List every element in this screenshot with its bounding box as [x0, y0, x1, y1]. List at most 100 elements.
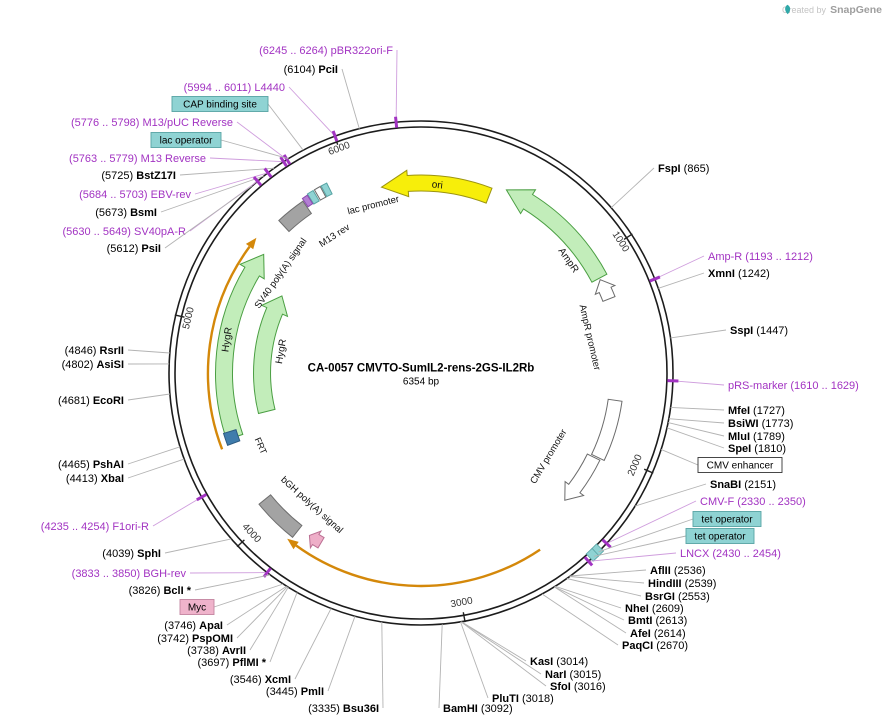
feature-Myc-tag[interactable] [308, 530, 325, 550]
feature-label-tet-operator-2[interactable]: tet operator [694, 532, 746, 543]
callout-MluI[interactable]: MluI (1789) [728, 431, 785, 443]
callout-PspOMI[interactable]: (3742) PspOMI [157, 633, 233, 645]
callout-SpeI[interactable]: SpeI (1810) [728, 443, 786, 455]
leader-F1ori-R [152, 496, 202, 527]
feature-CMV-promoter[interactable] [564, 453, 601, 501]
callout-BGH-rev[interactable]: (3833 .. 3850) BGH-rev [72, 568, 187, 580]
callout-BsiWI[interactable]: BsiWI (1773) [728, 418, 793, 430]
callout-ApaI[interactable]: (3746) ApaI [164, 620, 223, 632]
watermark-prefix: Created by [782, 5, 827, 15]
feature-inline-label-ori[interactable]: ori [431, 179, 443, 191]
callout-RsrII[interactable]: (4846) RsrII [65, 345, 124, 357]
callout-EcoRI[interactable]: (4681) EcoRI [58, 395, 124, 407]
leader-HindIII [569, 576, 645, 584]
primer-mark-EBV-rev [263, 167, 273, 179]
feature-ori[interactable] [380, 169, 493, 204]
primer-mark-SV40pA-R [252, 176, 263, 187]
callout-SnaBI[interactable]: SnaBI (2151) [710, 479, 776, 491]
callout-SphI[interactable]: (4039) SphI [102, 548, 161, 560]
feature-AmpR-promoter[interactable] [594, 279, 617, 302]
callout-pRS-marker[interactable]: pRS-marker (1610 .. 1629) [728, 380, 859, 392]
feature-label-tet-operator-1[interactable]: tet operator [701, 515, 753, 526]
feature-HygR-2[interactable] [253, 295, 289, 415]
callout-NheI[interactable]: NheI (2609) [625, 603, 684, 615]
feature-label-box-tet-operator-1[interactable] [692, 511, 762, 527]
feature-label-lac-operator[interactable]: lac operator [160, 136, 213, 147]
callout-BclI[interactable]: (3826) BclI * [129, 585, 192, 597]
callout-PciI[interactable]: (6104) PciI [284, 64, 338, 76]
callout-AvrII[interactable]: (3738) AvrII [187, 645, 246, 657]
callout-PluTI[interactable]: PluTI (3018) [492, 693, 554, 705]
callout-XcmI[interactable]: (3546) XcmI [230, 674, 291, 686]
feature-inline-label-FRT[interactable]: FRT [253, 436, 269, 456]
feature-inline-label-AmpR-promoter[interactable]: AmpR promoter [577, 304, 603, 372]
callout-FspI[interactable]: FspI (865) [658, 163, 709, 175]
callout-Bsu36I[interactable]: (3335) Bsu36I [308, 703, 379, 715]
callout-MfeI[interactable]: MfeI (1727) [728, 405, 785, 417]
feature-inline-label-CMV-promoter[interactable]: CMV promoter [528, 427, 569, 486]
feature-label-box-tet-operator-2[interactable] [685, 528, 755, 544]
feature-label-box-CMV-enhancer[interactable] [697, 457, 783, 473]
feature-lac-operator-site[interactable] [306, 189, 320, 205]
callout-BamHI[interactable]: BamHI (3092) [443, 703, 513, 715]
feature-inline-label-M13-rev[interactable]: M13 rev [317, 222, 352, 250]
feature-tet-operator-mark-2[interactable] [585, 547, 600, 562]
callout-AflII[interactable]: AflII (2536) [650, 565, 706, 577]
feature-inline-label-HygR-2[interactable]: HygR [274, 338, 289, 365]
feature-CAP-binding-site[interactable] [320, 182, 333, 198]
feature-ORF-HygR[interactable] [206, 245, 251, 450]
feature-inline-label-lac-promoter[interactable]: lac promoter [346, 194, 400, 217]
feature-M13-rev-primer[interactable] [301, 194, 314, 208]
callout-L4440[interactable]: (5994 .. 6011) L4440 [184, 82, 285, 94]
callout-Amp-R[interactable]: Amp-R (1193 .. 1212) [708, 251, 813, 263]
feature-FRT[interactable] [222, 428, 241, 446]
leader-Myc [213, 583, 284, 608]
callout-LNCX[interactable]: LNCX (2430 .. 2454) [680, 548, 781, 560]
callout-PsiI[interactable]: (5612) PsiI [107, 243, 161, 255]
feature-bGH-polyA-signal[interactable] [258, 494, 303, 539]
snapgene-logo-icon [785, 4, 791, 15]
callout-BmtI[interactable]: BmtI (2613) [628, 615, 687, 627]
callout-PaqCI[interactable]: PaqCI (2670) [622, 640, 688, 652]
callout-XbaI[interactable]: (4413) XbaI [66, 473, 124, 485]
callout-M13-Reverse[interactable]: (5763 .. 5779) M13 Reverse [69, 153, 206, 165]
feature-SV40-polyA-signal[interactable] [278, 200, 313, 233]
callout-SspI[interactable]: SspI (1447) [730, 325, 788, 337]
feature-label-box-CAP-binding-site[interactable] [171, 96, 269, 112]
feature-label-CMV-enhancer[interactable]: CMV enhancer [707, 461, 774, 472]
callout-PflMI[interactable]: (3697) PflMI * [198, 657, 267, 669]
callout-SfoI[interactable]: SfoI (3016) [550, 681, 606, 693]
feature-label-box-Myc[interactable] [179, 599, 215, 615]
callout-pBR322ori-F[interactable]: (6245 .. 6264) pBR322ori-F [259, 45, 393, 57]
callout-AsiSI[interactable]: (4802) AsiSI [62, 359, 124, 371]
leader-SnaBI [634, 483, 707, 507]
primer-mark-F1ori-R [196, 493, 208, 502]
callout-SV40pA-R[interactable]: (5630 .. 5649) SV40pA-R [62, 226, 186, 238]
feature-ORF-insert[interactable] [295, 544, 541, 588]
callout-BstZ17I[interactable]: (5725) BstZ17I [101, 170, 176, 182]
callout-PmlI[interactable]: (3445) PmlI [266, 686, 324, 698]
callout-M13-pUC-Reverse[interactable]: (5776 .. 5798) M13/pUC Reverse [71, 117, 233, 129]
callout-EBV-rev[interactable]: (5684 .. 5703) EBV-rev [79, 189, 191, 201]
callout-BsmI[interactable]: (5673) BsmI [95, 207, 157, 219]
callout-AfeI[interactable]: AfeI (2614) [630, 628, 686, 640]
feature-AmpR[interactable] [505, 189, 608, 283]
callout-HindIII[interactable]: HindIII (2539) [648, 578, 716, 590]
callout-NarI[interactable]: NarI (3015) [545, 669, 601, 681]
feature-label-box-lac-operator[interactable] [150, 132, 222, 148]
callout-BsrGI[interactable]: BsrGI (2553) [645, 591, 710, 603]
feature-lac-promoter-site[interactable] [313, 185, 327, 201]
feature-CMV-enhancer[interactable] [590, 398, 623, 462]
callout-F1ori-R[interactable]: (4235 .. 4254) F1ori-R [41, 521, 149, 533]
callout-CMV-F[interactable]: CMV-F (2330 .. 2350) [700, 496, 806, 508]
primer-mark-pBR322ori-F [394, 116, 399, 128]
callout-KasI[interactable]: KasI (3014) [530, 656, 588, 668]
callout-PshAI[interactable]: (4465) PshAI [58, 459, 124, 471]
callout-XmnI[interactable]: XmnI (1242) [708, 268, 770, 280]
feature-inline-label-HygR[interactable]: HygR [220, 327, 234, 353]
feature-label-CAP-binding-site[interactable]: CAP binding site [183, 100, 257, 111]
feature-label-Myc[interactable]: Myc [188, 603, 206, 614]
feature-HygR[interactable] [215, 253, 265, 441]
tick-1000 [623, 233, 633, 240]
